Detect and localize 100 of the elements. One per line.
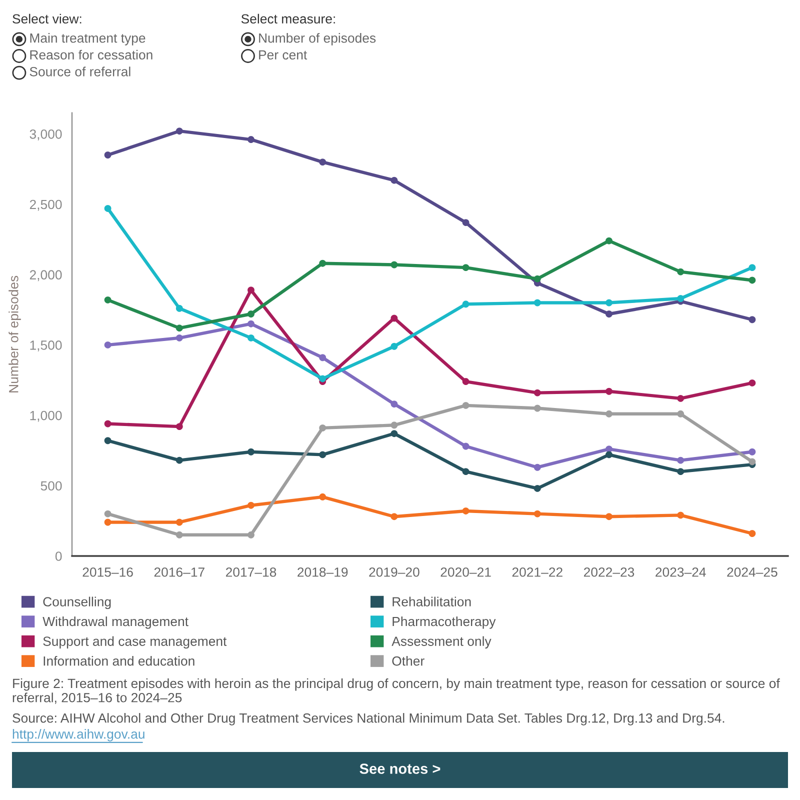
- point: [606, 388, 612, 395]
- point: [462, 468, 470, 476]
- legend-label: Information and education: [44, 656, 194, 666]
- point: [176, 531, 183, 538]
- legend-label: Support and case management: [43, 636, 227, 649]
- x-tick-label: 2024–25: [727, 567, 778, 577]
- point: [462, 402, 470, 409]
- point: [748, 448, 756, 456]
- point: [606, 310, 612, 318]
- point: [534, 484, 541, 492]
- y-tick-label: 500: [40, 481, 62, 491]
- point: [104, 205, 112, 212]
- point: [748, 379, 756, 386]
- point: [248, 320, 254, 328]
- point: [176, 324, 183, 332]
- point: [390, 314, 398, 322]
- point: [176, 334, 183, 342]
- y-tick-label: 3,000: [30, 129, 62, 140]
- y-tick-label: 2,000: [30, 270, 62, 282]
- point: [248, 136, 254, 144]
- point: [677, 512, 684, 519]
- point: [606, 446, 612, 453]
- point: [104, 510, 112, 518]
- y-axis-title: Number of episodes: [8, 276, 21, 392]
- y-tick-label: 2,500: [30, 200, 62, 211]
- point: [390, 400, 398, 408]
- text: Select measure:: [241, 14, 335, 24]
- point: [677, 295, 684, 302]
- x-tick-label: 2023–24: [656, 567, 706, 577]
- point: [176, 128, 183, 135]
- legend-label: Withdrawal management: [42, 616, 188, 629]
- text: Per cent: [259, 50, 308, 60]
- x-tick-label: 2022–23: [584, 567, 634, 577]
- x-tick-label: 2020–21: [440, 567, 491, 577]
- y-tick-label: 0: [55, 552, 62, 561]
- point: [390, 430, 398, 438]
- point: [104, 341, 112, 348]
- point: [748, 276, 756, 284]
- x-tick-label: 2017–18: [226, 567, 276, 577]
- x-tick-label: 2016–17: [154, 567, 204, 577]
- point: [104, 420, 112, 428]
- source-note: Source of referral: [30, 66, 130, 76]
- point: [462, 378, 470, 386]
- point: [248, 310, 254, 318]
- point: [534, 404, 541, 412]
- point: [748, 264, 756, 272]
- legend-label: Rehabilitation: [392, 596, 471, 606]
- source-note: Source: AIHW Alcohol and Other Drug Treatment Services National Minimum Data Set. Tables Drg.12, Drg.13 and Drg.54.: [12, 713, 724, 726]
- point: [462, 442, 470, 450]
- point: [248, 448, 254, 456]
- point: [104, 518, 112, 526]
- x-tick-label: 2021–22: [512, 567, 562, 577]
- point: [462, 508, 470, 514]
- point: [248, 286, 254, 294]
- point: [606, 513, 612, 520]
- point: [176, 456, 183, 464]
- point: [319, 158, 326, 166]
- point: [677, 394, 684, 402]
- point: [677, 468, 684, 476]
- point: [748, 316, 756, 324]
- point: [390, 261, 398, 268]
- y-tick-label: 1,000: [30, 410, 62, 422]
- point: [748, 530, 756, 537]
- point: [462, 264, 470, 272]
- point: [748, 458, 756, 466]
- point: [319, 424, 326, 432]
- point: [319, 354, 326, 362]
- x-tick-label: 2018–19: [298, 567, 348, 577]
- point: [534, 464, 541, 471]
- x-tick-label: 2019–20: [369, 567, 420, 577]
- text: Number of episodes: [259, 33, 376, 46]
- point: [319, 375, 326, 382]
- point: [462, 219, 470, 226]
- point: [534, 275, 541, 282]
- point: [390, 513, 398, 520]
- point: [248, 334, 254, 342]
- legend-label: Pharmacotherapy: [392, 616, 496, 629]
- point: [319, 493, 326, 500]
- point: [606, 237, 612, 244]
- point: [390, 176, 398, 184]
- x-tick-label: 2015–16: [82, 567, 133, 577]
- point: [534, 389, 541, 396]
- point: [677, 456, 684, 464]
- text: See notes >: [360, 764, 440, 774]
- point: [534, 510, 541, 518]
- point: [176, 423, 183, 430]
- point: [104, 437, 112, 444]
- point: [390, 422, 398, 429]
- point: [462, 300, 470, 308]
- point: [677, 268, 684, 276]
- text: Select view:: [12, 14, 82, 24]
- text: http://www.aihw.gov.au: [12, 729, 144, 742]
- point: [606, 299, 612, 306]
- text: Main treatment type: [30, 33, 146, 46]
- point: [104, 296, 112, 304]
- point: [319, 260, 326, 267]
- point: [677, 410, 684, 418]
- legend-label: Counselling: [43, 596, 111, 610]
- point: [176, 304, 183, 312]
- text: Reason for cessation: [30, 50, 152, 60]
